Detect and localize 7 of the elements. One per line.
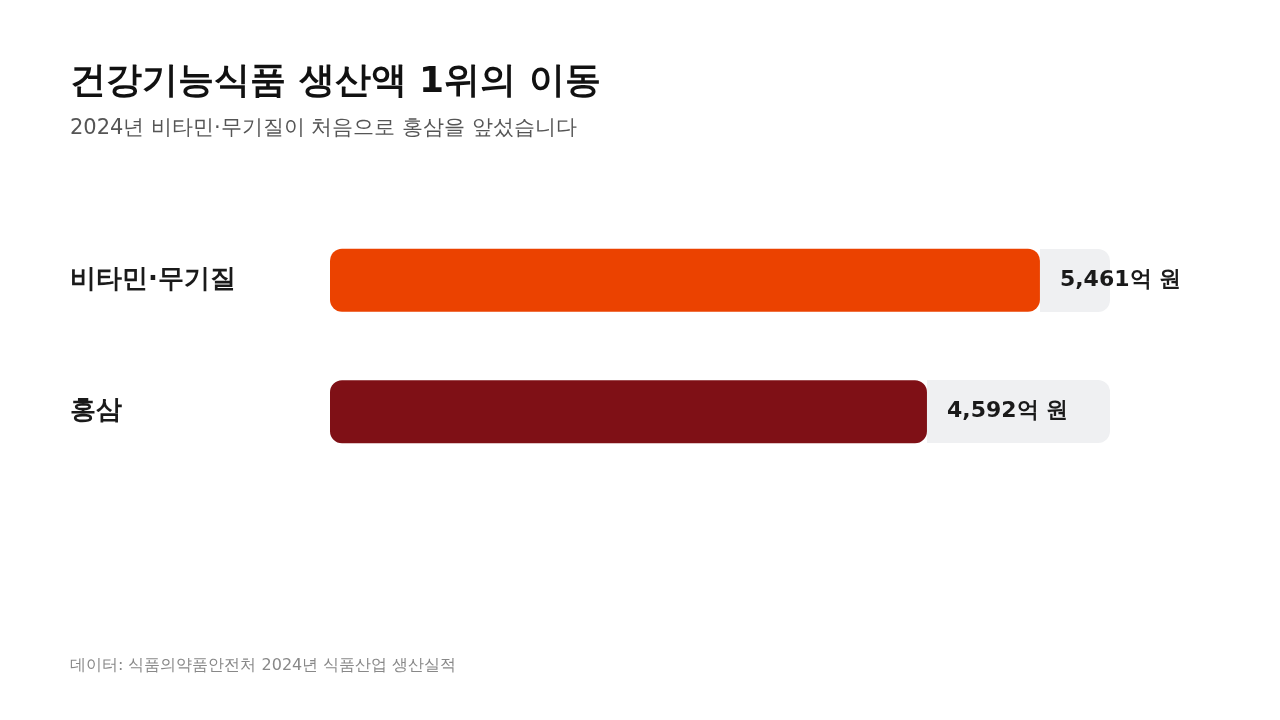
data-label: 4,592억 원 [946,397,1069,423]
data-label: 5,461억 원 [1059,266,1182,292]
y-tick-label: 비타민·무기질 [70,263,236,294]
text: 데이터: 식품의약품안전처 2024년 식품산업 생산실적 [70,655,457,676]
y-tick-label: 홍삼 [70,394,122,425]
chart-subtitle: 2024년 비타민·무기질이 처음으로 홍삼을 앞섰습니다 [70,114,577,141]
chart-title: 건강기능식품 생산액 1위의 이동 [70,58,601,102]
